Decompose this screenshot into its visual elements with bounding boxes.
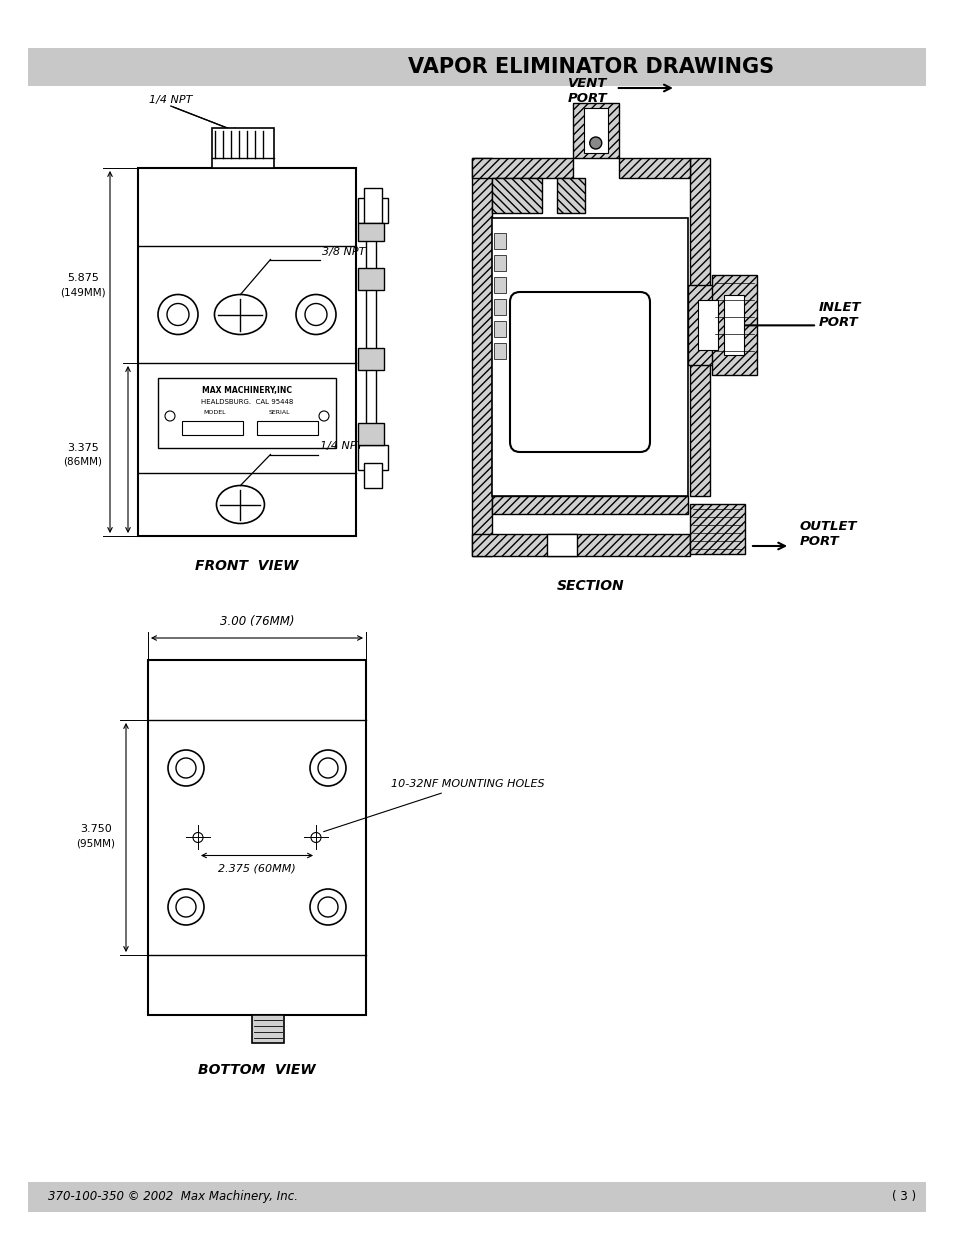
Bar: [357, 198, 388, 224]
Bar: [689, 158, 709, 496]
Bar: [472, 158, 492, 556]
Ellipse shape: [216, 485, 264, 524]
Circle shape: [317, 897, 337, 918]
Circle shape: [310, 750, 346, 785]
Text: 3.00 (76MM): 3.00 (76MM): [219, 615, 294, 629]
Bar: [492, 178, 541, 212]
FancyBboxPatch shape: [510, 291, 649, 452]
Text: MODEL: MODEL: [203, 410, 226, 415]
Circle shape: [175, 897, 195, 918]
Bar: [698, 300, 718, 351]
Bar: [357, 348, 384, 370]
Bar: [583, 107, 607, 153]
Bar: [494, 233, 505, 249]
Bar: [689, 504, 744, 555]
Bar: [357, 268, 384, 290]
Bar: [364, 463, 381, 488]
Text: FRONT  VIEW: FRONT VIEW: [195, 559, 298, 573]
Text: 3/8 NPT: 3/8 NPT: [322, 247, 365, 257]
Bar: [492, 496, 687, 514]
Text: (95MM): (95MM): [76, 839, 115, 848]
Ellipse shape: [214, 294, 266, 335]
Bar: [494, 277, 505, 293]
Text: 3.375: 3.375: [67, 443, 99, 453]
Text: BOTTOM  VIEW: BOTTOM VIEW: [198, 1063, 315, 1077]
Circle shape: [167, 304, 189, 326]
Circle shape: [175, 758, 195, 778]
Bar: [494, 321, 505, 337]
Circle shape: [193, 832, 203, 842]
Bar: [494, 343, 505, 359]
Bar: [28, 48, 925, 86]
Bar: [557, 178, 584, 212]
Bar: [357, 224, 384, 241]
Bar: [687, 285, 732, 366]
Text: 3.750: 3.750: [80, 825, 112, 835]
Text: (149MM): (149MM): [60, 287, 106, 296]
Bar: [494, 254, 505, 270]
Circle shape: [168, 750, 204, 785]
Circle shape: [158, 294, 198, 335]
Bar: [357, 445, 388, 471]
Bar: [212, 128, 274, 168]
Text: VAPOR ELIMINATOR DRAWINGS: VAPOR ELIMINATOR DRAWINGS: [408, 57, 774, 77]
Bar: [364, 188, 381, 224]
Bar: [158, 378, 335, 448]
Text: (86MM): (86MM): [64, 457, 102, 467]
Text: VENT
PORT: VENT PORT: [567, 77, 607, 105]
Bar: [138, 168, 355, 536]
Text: ( 3 ): ( 3 ): [891, 1191, 915, 1203]
Bar: [182, 421, 243, 435]
Bar: [252, 1015, 284, 1044]
Bar: [547, 534, 577, 556]
Bar: [256, 421, 317, 435]
Circle shape: [310, 889, 346, 925]
Bar: [494, 299, 505, 315]
Text: MAX MACHINERY,INC: MAX MACHINERY,INC: [202, 387, 292, 395]
Text: 370-100-350 © 2002  Max Machinery, Inc.: 370-100-350 © 2002 Max Machinery, Inc.: [48, 1191, 297, 1203]
Bar: [472, 534, 689, 556]
Bar: [492, 219, 687, 496]
Text: 2.375 (60MM): 2.375 (60MM): [218, 863, 295, 873]
Circle shape: [295, 294, 335, 335]
Bar: [723, 295, 743, 356]
Text: 5.875: 5.875: [67, 273, 99, 283]
Bar: [572, 103, 618, 158]
Text: 10-32NF MOUNTING HOLES: 10-32NF MOUNTING HOLES: [323, 779, 544, 831]
Circle shape: [305, 304, 327, 326]
Text: OUTLET
PORT: OUTLET PORT: [800, 520, 857, 548]
Text: INLET
PORT: INLET PORT: [818, 301, 861, 330]
Text: 1/4 NPT: 1/4 NPT: [320, 441, 363, 452]
Bar: [711, 275, 757, 375]
Text: SECTION: SECTION: [557, 579, 624, 593]
Circle shape: [317, 758, 337, 778]
Circle shape: [589, 137, 601, 149]
Text: SERIAL: SERIAL: [268, 410, 290, 415]
Bar: [148, 659, 366, 1015]
Text: HEALDSBURG.  CAL 95448: HEALDSBURG. CAL 95448: [200, 399, 293, 405]
Circle shape: [318, 411, 329, 421]
Circle shape: [165, 411, 174, 421]
Bar: [28, 1182, 925, 1212]
Circle shape: [168, 889, 204, 925]
Bar: [472, 158, 572, 178]
Text: 1/4 NPT: 1/4 NPT: [149, 95, 193, 105]
Bar: [618, 158, 689, 178]
Circle shape: [311, 832, 320, 842]
Bar: [357, 424, 384, 445]
